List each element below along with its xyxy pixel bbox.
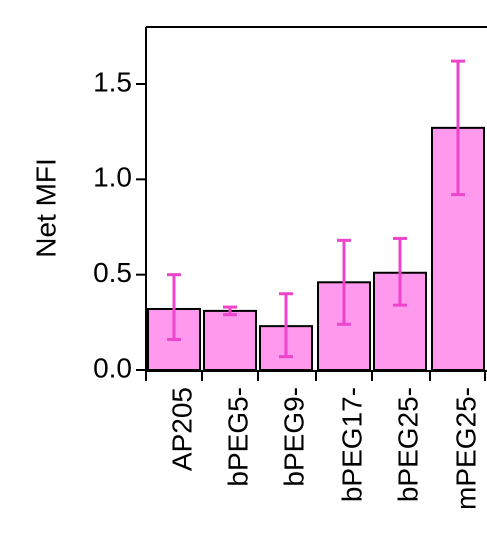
y-axis-label: Net MFI	[30, 158, 61, 258]
error-bar	[393, 236, 407, 307]
y-tick-label: 0.0	[93, 352, 132, 383]
x-tick-label: bPEG17-	[336, 387, 367, 502]
error-bar	[451, 59, 465, 197]
x-tick-label: mPEG25-	[450, 387, 481, 510]
x-tick-label: bPEG5-	[222, 387, 253, 487]
error-bar	[279, 292, 293, 359]
x-tick-label: AP205	[166, 387, 197, 471]
bar-bpeg5	[203, 309, 257, 372]
x-tick-label: bPEG9-	[278, 387, 309, 487]
y-tick-label: 0.5	[93, 257, 132, 288]
error-bar	[167, 273, 181, 341]
error-bar	[337, 238, 351, 326]
y-tick-label: 1.5	[93, 66, 132, 97]
x-tick-label: bPEG25-	[392, 387, 423, 502]
error-bar	[223, 305, 237, 317]
bar-bpeg25	[373, 271, 427, 372]
y-tick-label: 1.0	[93, 162, 132, 193]
